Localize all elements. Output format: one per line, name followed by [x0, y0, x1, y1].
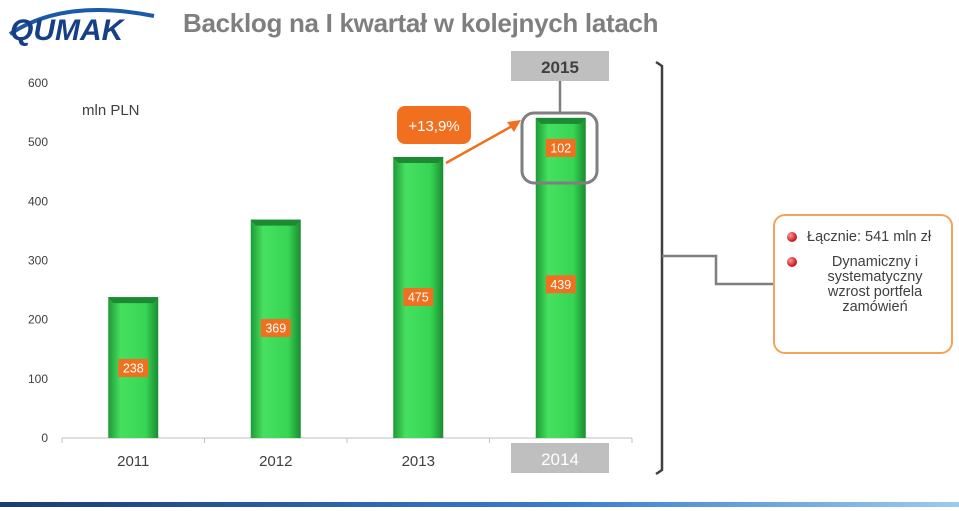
y-tick-label: 200 [28, 313, 48, 327]
chart-extras: 2015 +13,9% [397, 51, 773, 476]
x-tick-label: 2014 [541, 450, 579, 469]
data-label-base-box [545, 275, 576, 294]
y-tick-label: 0 [41, 431, 48, 445]
bar-top-bevel [535, 117, 586, 124]
summary-box: Łącznie: 541 mln zł Dynamiczny i systema… [773, 214, 953, 354]
summary-item-total: Łącznie: 541 mln zł [785, 230, 943, 245]
x-tick-label: 2013 [402, 453, 435, 470]
chart-labels: 238 2011 369 2012 475 2013 439 102 2014 [117, 138, 609, 473]
x-tick-label: 2012 [259, 453, 292, 470]
data-label-box [260, 319, 291, 337]
y-tick-label: 600 [28, 76, 48, 90]
bullet-icon [787, 257, 797, 267]
year-2015-label: 2015 [541, 58, 579, 77]
qumak-logo: QUMAK [8, 8, 155, 46]
y-tick-label: 100 [28, 372, 48, 386]
growth-arrow [445, 123, 515, 165]
bar-top-bevel [250, 219, 301, 226]
summary-item-growth: Dynamiczny i systematyczny wzrost portfe… [785, 255, 943, 315]
data-label: 238 [123, 362, 144, 376]
page-title: Backlog na I kwartał w kolejnych latach [183, 8, 659, 38]
year-2014-highlight [511, 443, 609, 473]
data-label-base: 439 [550, 278, 571, 292]
data-label-box [403, 288, 434, 306]
data-label-box [118, 359, 149, 377]
growth-label: +13,9% [408, 118, 459, 135]
bracket-connector [662, 254, 773, 286]
logo-text: QUMAK [10, 14, 126, 46]
data-label: 475 [408, 291, 429, 305]
year-2015-highlight [511, 51, 609, 81]
growth-badge [397, 106, 471, 144]
unit-label: mln PLN [82, 102, 140, 119]
growth-arrowhead [507, 120, 521, 132]
x-tick-label: 2011 [117, 453, 149, 470]
y-tick-label: 400 [28, 194, 48, 208]
bar-top-bevel [393, 156, 444, 163]
y-tick-label: 300 [28, 254, 48, 268]
footer-line [0, 502, 959, 507]
data-label-top-box [545, 138, 576, 157]
data-label-top: 102 [550, 141, 571, 155]
bullet-icon [787, 232, 797, 242]
y-tick-label: 500 [28, 135, 48, 149]
data-label: 369 [265, 322, 286, 336]
highlight-frame-2015 [520, 111, 599, 185]
bar-top-bevel [108, 297, 159, 304]
bracket [655, 60, 664, 476]
chart-bars [108, 117, 586, 439]
